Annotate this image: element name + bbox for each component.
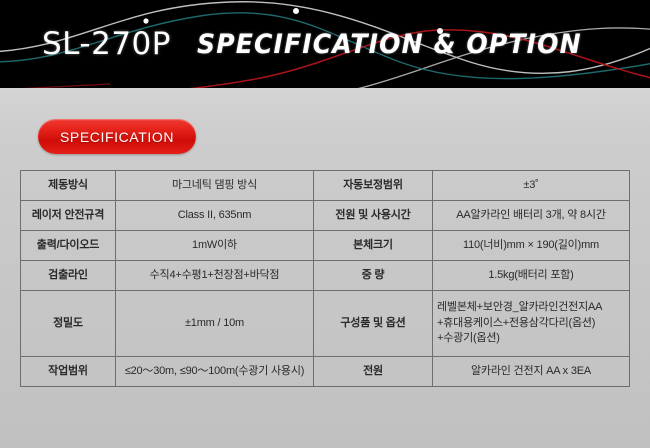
spec-value-detection-lines: 수직4+수평1+천장점+바닥점	[115, 260, 314, 291]
spec-label-detection-lines: 검출라인	[20, 260, 116, 291]
table-row: 정밀도 ±1mm / 10m 구성품 및 옵션 레벨본체+보안경_알카라인건전지…	[20, 290, 630, 357]
spec-value-autolevel-range: ±3˚	[432, 170, 630, 201]
spec-value-laser-class: Class II, 635nm	[115, 200, 314, 231]
spec-value-accuracy: ±1mm / 10m	[115, 290, 314, 357]
specification-badge-label: SPECIFICATION	[59, 128, 175, 145]
spec-label-body-size: 본체크기	[313, 230, 433, 261]
spec-label-working-range: 작업범위	[20, 356, 116, 387]
spec-value-working-range: ≤20〜30m, ≤90〜100m(수광기 사용시)	[115, 356, 314, 387]
spec-value-braking: 마그네틱 댐핑 방식	[115, 170, 314, 201]
spec-value-components-options: 레벨본체+보안경_알카라인건전지AA +휴대용케이스+전용삼각다리(옵션) +수광기…	[432, 290, 630, 357]
spec-value-body-size: 110(너비)mm × 190(길이)mm	[432, 230, 630, 261]
specification-table: 제동방식 마그네틱 댐핑 방식 자동보정범위 ±3˚ 레이저 안전규격 Clas…	[20, 170, 630, 387]
spec-label-power-runtime: 전원 및 사용시간	[313, 200, 433, 231]
specification-badge: SPECIFICATION	[38, 119, 196, 154]
spec-label-output-diode: 출력/다이오드	[20, 230, 116, 261]
spec-value-power-source: 알카라인 건전지 AA x 3EA	[432, 356, 630, 387]
header-banner: SL-270P SPECIFICATION & OPTION	[0, 0, 650, 88]
spec-value-weight: 1.5kg(배터리 포함)	[432, 260, 630, 291]
specification-table-body: 제동방식 마그네틱 댐핑 방식 자동보정범위 ±3˚ 레이저 안전규격 Clas…	[20, 170, 630, 387]
table-row: 검출라인 수직4+수평1+천장점+바닥점 중 량 1.5kg(배터리 포함)	[20, 260, 630, 291]
table-row: 제동방식 마그네틱 댐핑 방식 자동보정범위 ±3˚	[20, 170, 630, 201]
table-row: 작업범위 ≤20〜30m, ≤90〜100m(수광기 사용시) 전원 알카라인 …	[20, 356, 630, 387]
spec-label-braking: 제동방식	[20, 170, 116, 201]
spec-label-power-source: 전원	[313, 356, 433, 387]
decorative-curves	[0, 1, 650, 88]
spec-label-autolevel-range: 자동보정범위	[313, 170, 433, 201]
spec-label-accuracy: 정밀도	[20, 290, 116, 357]
table-row: 레이저 안전규격 Class II, 635nm 전원 및 사용시간 AA알카라…	[20, 200, 630, 231]
spec-label-laser-class: 레이저 안전규격	[20, 200, 116, 231]
spec-value-output-diode: 1mW이하	[115, 230, 314, 261]
table-row: 출력/다이오드 1mW이하 본체크기 110(너비)mm × 190(길이)mm	[20, 230, 630, 261]
spec-label-components-options: 구성품 및 옵션	[313, 290, 433, 357]
spec-value-power-runtime: AA알카라인 배터리 3개, 약 8시간	[432, 200, 630, 231]
spec-label-weight: 중 량	[313, 260, 433, 291]
